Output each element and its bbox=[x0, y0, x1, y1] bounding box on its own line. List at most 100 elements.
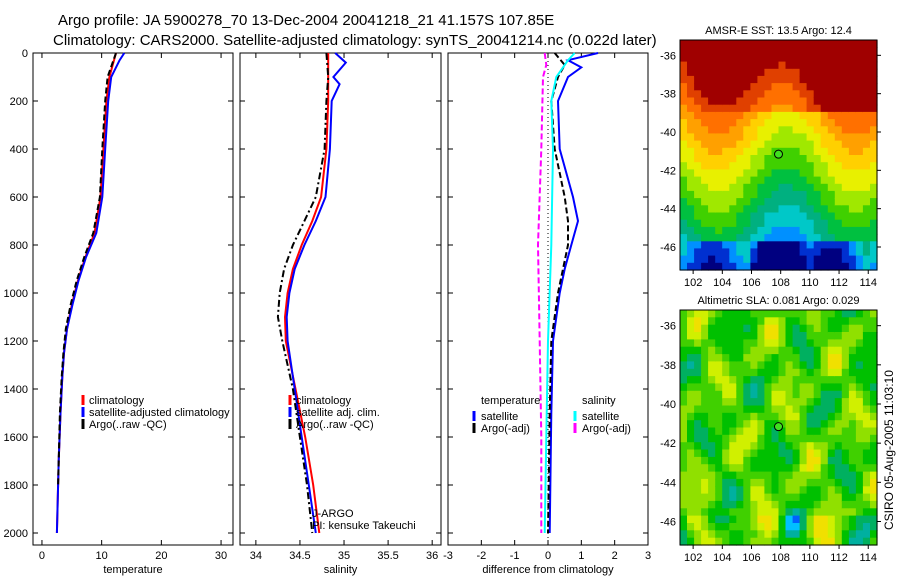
map-cell bbox=[806, 234, 815, 242]
map-cell bbox=[680, 346, 688, 355]
map-cell bbox=[834, 449, 843, 458]
map-cell bbox=[701, 234, 709, 242]
map-cell bbox=[708, 332, 716, 340]
map-cell bbox=[736, 190, 744, 199]
map-cell bbox=[687, 169, 695, 178]
map-cell bbox=[855, 54, 864, 63]
map-cell bbox=[743, 478, 751, 487]
map-cell bbox=[764, 241, 772, 250]
map-cell bbox=[743, 376, 751, 384]
map-cell bbox=[848, 68, 857, 77]
map-cell bbox=[799, 537, 808, 546]
map-cell bbox=[848, 464, 857, 473]
map-cell bbox=[870, 508, 878, 517]
map-cell bbox=[870, 47, 878, 55]
map-cell bbox=[722, 140, 730, 149]
map-cell bbox=[750, 147, 758, 156]
map-cell bbox=[778, 508, 787, 517]
map-cell bbox=[778, 183, 787, 192]
map-cell bbox=[715, 183, 723, 192]
map-cell bbox=[799, 133, 808, 142]
map-cell bbox=[708, 398, 716, 406]
map-cell bbox=[834, 119, 843, 127]
map-cell bbox=[722, 471, 730, 480]
argo-float-marker bbox=[774, 422, 783, 432]
map-cell bbox=[729, 405, 737, 414]
map-cell bbox=[813, 324, 822, 333]
map-cell bbox=[785, 368, 794, 377]
map-cell bbox=[715, 119, 723, 127]
map-cell bbox=[778, 75, 787, 84]
map-cell bbox=[855, 412, 864, 421]
map-cell bbox=[722, 219, 730, 228]
map-x-tick-label: 108 bbox=[772, 552, 790, 564]
map-cell bbox=[736, 530, 744, 539]
map-cell bbox=[848, 390, 857, 399]
map-cell bbox=[687, 434, 695, 443]
map-cell bbox=[813, 83, 822, 91]
map-cell bbox=[848, 354, 857, 362]
map-cell bbox=[848, 332, 857, 340]
map-cell bbox=[785, 449, 794, 458]
map-cell bbox=[694, 169, 702, 178]
map-cell bbox=[743, 317, 751, 326]
map-cell bbox=[736, 97, 744, 106]
map-cell bbox=[820, 205, 829, 214]
map-cell bbox=[694, 515, 702, 524]
map-cell bbox=[848, 226, 857, 235]
map-cell bbox=[778, 176, 787, 185]
map-cell bbox=[870, 332, 878, 340]
map-cell bbox=[862, 97, 871, 106]
map-cell bbox=[701, 515, 709, 524]
map-cell bbox=[834, 219, 843, 228]
map-cell bbox=[848, 241, 857, 250]
map-cell bbox=[764, 54, 772, 63]
x-tick-label: -2 bbox=[476, 550, 486, 562]
map-cell bbox=[708, 478, 716, 487]
map-cell bbox=[806, 464, 815, 473]
map-cell bbox=[855, 354, 864, 362]
map-cell bbox=[870, 169, 878, 178]
map-cell bbox=[771, 310, 780, 318]
map-cell bbox=[771, 486, 780, 495]
map-cell bbox=[708, 449, 716, 458]
map-cell bbox=[799, 183, 808, 192]
map-cell bbox=[750, 83, 758, 91]
map-cell bbox=[834, 339, 843, 348]
map-cell bbox=[722, 530, 730, 539]
map-cell bbox=[743, 471, 751, 480]
map-cell bbox=[743, 111, 751, 120]
title-line-2: Climatology: CARS2000. Satellite-adjuste… bbox=[53, 32, 657, 49]
map-cell bbox=[764, 383, 772, 392]
map-cell bbox=[722, 449, 730, 458]
map-cell bbox=[806, 47, 815, 55]
x-axis-label: difference from climatology bbox=[482, 564, 614, 576]
map-cell bbox=[771, 317, 780, 326]
map-cell bbox=[806, 376, 815, 384]
map-cell bbox=[722, 198, 730, 206]
map-y-tick-label: -44 bbox=[660, 204, 676, 216]
map-cell bbox=[687, 310, 695, 318]
map-cell bbox=[834, 368, 843, 377]
map-cell bbox=[708, 523, 716, 531]
map-cell bbox=[736, 140, 744, 149]
map-cell bbox=[870, 530, 878, 539]
map-cell bbox=[743, 420, 751, 429]
map-cell bbox=[806, 486, 815, 495]
map-cell bbox=[694, 111, 702, 120]
map-cell bbox=[806, 434, 815, 443]
map-cell bbox=[799, 427, 808, 436]
map-cell bbox=[764, 104, 772, 113]
map-cell bbox=[792, 183, 801, 192]
map-cell bbox=[820, 471, 829, 480]
map-cell bbox=[820, 420, 829, 429]
map-cell bbox=[834, 90, 843, 99]
map-cell bbox=[862, 155, 871, 163]
map-cell bbox=[694, 508, 702, 517]
map-cell bbox=[729, 493, 737, 502]
map-cell bbox=[792, 54, 801, 63]
map-cell bbox=[834, 354, 843, 362]
map-cell bbox=[743, 383, 751, 392]
map-cell bbox=[870, 398, 878, 406]
map-cell bbox=[708, 537, 716, 546]
